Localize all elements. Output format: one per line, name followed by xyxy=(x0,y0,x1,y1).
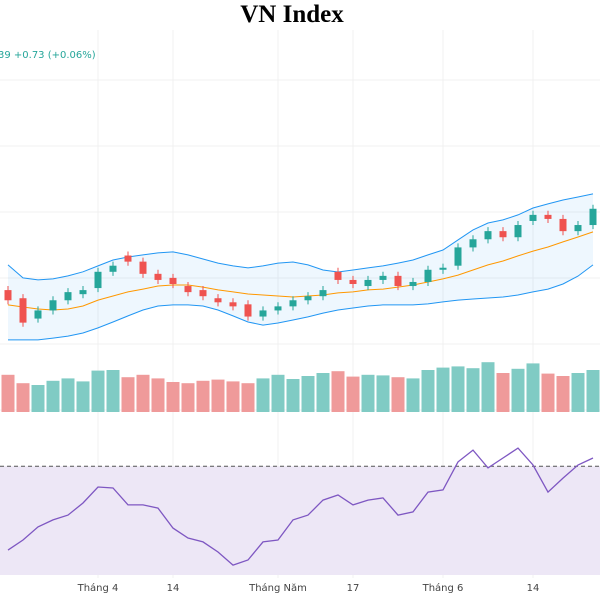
candle-body xyxy=(499,231,507,238)
x-tick-label: 14 xyxy=(527,583,540,594)
x-tick-label: Tháng 4 xyxy=(77,582,119,594)
volume-bar xyxy=(181,383,195,412)
volume-bar xyxy=(451,366,465,412)
candle-body xyxy=(574,225,582,232)
volume-bar xyxy=(166,382,180,412)
volume-bar xyxy=(526,363,540,412)
x-tick-label: Tháng Năm xyxy=(248,582,307,594)
volume-bar xyxy=(271,374,285,412)
band-upper xyxy=(7,193,594,281)
candle-body xyxy=(514,225,522,238)
candle-body xyxy=(274,306,282,311)
volume-bar xyxy=(106,370,120,412)
candle-body xyxy=(154,273,162,280)
volume-bar xyxy=(541,373,555,412)
candle-body xyxy=(229,302,237,307)
volume-bar xyxy=(406,378,420,412)
volume-bar xyxy=(31,385,45,412)
volume-bar xyxy=(556,376,570,412)
candle-body xyxy=(94,271,102,289)
candle-body xyxy=(109,265,117,272)
candle-body xyxy=(184,286,192,293)
x-tick-label: 17 xyxy=(347,583,360,594)
volume-bar xyxy=(91,370,105,412)
candle-body xyxy=(364,279,372,287)
candle-body xyxy=(469,239,477,248)
candle-body xyxy=(304,296,312,301)
volume-bar xyxy=(571,373,585,412)
volume-bar xyxy=(301,376,315,412)
price-legend: 39 +0.73 (+0.06%) xyxy=(0,50,96,61)
volume-bar xyxy=(61,378,75,412)
candle-body xyxy=(334,271,342,280)
volume-bar xyxy=(286,379,300,412)
candle-body xyxy=(439,267,447,270)
candle-body xyxy=(214,298,222,303)
candle-body xyxy=(49,300,57,311)
candle-body xyxy=(4,290,12,301)
band-lower xyxy=(8,264,594,341)
volume-bar xyxy=(421,370,435,412)
volume-bar xyxy=(211,379,225,412)
candle-body xyxy=(34,310,42,319)
volume-bar xyxy=(391,377,405,412)
candle-body xyxy=(559,218,567,232)
rsi-line xyxy=(7,447,594,566)
volume-bar xyxy=(436,367,450,412)
candle-body xyxy=(169,277,177,284)
volume-bar xyxy=(16,383,30,412)
volume-bar xyxy=(376,375,390,412)
candle-body xyxy=(319,290,327,297)
x-tick-label: Tháng 6 xyxy=(422,582,464,594)
candle-body xyxy=(244,304,252,317)
candle-body xyxy=(19,298,27,323)
candle-body xyxy=(424,269,432,282)
candle-body xyxy=(589,208,597,226)
volume-bar xyxy=(256,378,270,412)
rsi-zone xyxy=(0,466,600,575)
candle-body xyxy=(349,279,357,284)
volume-bar xyxy=(241,383,255,412)
volume-bar xyxy=(496,373,510,412)
volume-bar xyxy=(121,377,135,412)
band-fill xyxy=(8,193,593,340)
candle-body xyxy=(79,290,87,295)
candle-body xyxy=(529,214,537,221)
candle-body xyxy=(124,255,132,262)
volume-bar xyxy=(481,362,495,412)
candle-body xyxy=(289,300,297,307)
candle-body xyxy=(409,281,417,287)
candle-body xyxy=(199,290,207,297)
candle-body xyxy=(454,247,462,266)
candle-body xyxy=(394,275,402,287)
candle-body xyxy=(259,310,267,317)
volume-bar xyxy=(136,374,150,412)
volume-bar xyxy=(346,376,360,412)
candle-body xyxy=(379,275,387,280)
volume-bar xyxy=(196,380,210,412)
candle-body xyxy=(484,231,492,240)
volume-bar xyxy=(361,374,375,412)
volume-bar xyxy=(586,370,600,412)
volume-bar xyxy=(76,381,90,412)
volume-bar xyxy=(331,371,345,412)
chart-title: VN Index xyxy=(240,1,344,28)
volume-bar xyxy=(316,373,330,412)
volume-bar xyxy=(466,368,480,412)
candle-body xyxy=(544,214,552,219)
volume-bar xyxy=(151,378,165,412)
volume-bar xyxy=(511,368,525,412)
volume-bar xyxy=(1,374,15,412)
band-middle xyxy=(7,231,594,311)
x-tick-label: 14 xyxy=(167,583,180,594)
candle-body xyxy=(139,261,147,274)
volume-bar xyxy=(46,380,60,412)
volume-bar xyxy=(226,381,240,412)
candle-body xyxy=(64,292,72,301)
